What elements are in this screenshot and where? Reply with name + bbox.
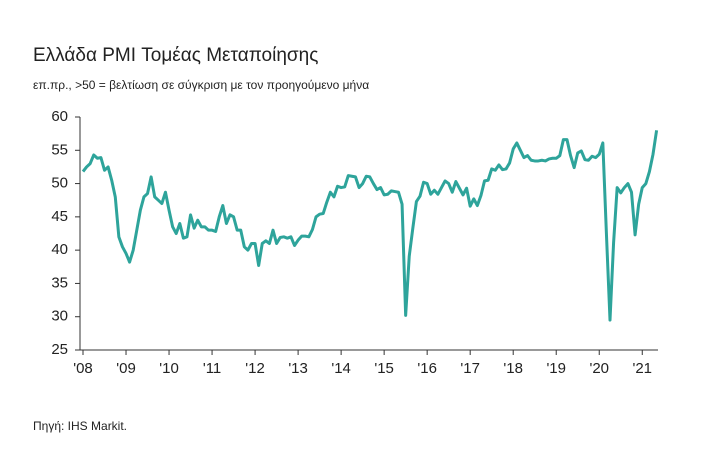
x-tick-label: '09 — [116, 360, 136, 377]
x-tick-label: '12 — [245, 360, 265, 377]
x-tick-label: '15 — [374, 360, 394, 377]
y-tick-label: 25 — [51, 341, 68, 358]
y-tick-label: 40 — [51, 241, 68, 258]
x-tick-label: '08 — [73, 360, 93, 377]
x-tick-label: '11 — [203, 360, 221, 377]
x-tick-label: '19 — [546, 360, 566, 377]
y-tick-label: 55 — [51, 141, 68, 158]
x-tick-label: '20 — [589, 360, 609, 377]
x-tick-label: '18 — [503, 360, 523, 377]
chart-title: Ελλάδα PMI Τομέας Μεταποίησης — [33, 45, 318, 66]
x-tick-label: '17 — [460, 360, 480, 377]
pmi-line — [81, 130, 659, 322]
x-tick-label: '16 — [417, 360, 437, 377]
y-tick-label: 45 — [51, 208, 68, 225]
x-tick-label: '10 — [159, 360, 179, 377]
source-note: Πηγή: IHS Markit. — [33, 419, 127, 433]
chart-subtitle: επ.πρ., >50 = βελτίωση σε σύγκριση με το… — [33, 78, 369, 92]
y-tick-label: 50 — [51, 175, 68, 192]
x-tick-label: '13 — [288, 360, 308, 377]
x-tick-label: '14 — [331, 360, 351, 377]
y-tick-label: 30 — [51, 308, 68, 325]
y-tick-label: 35 — [51, 274, 68, 291]
x-tick-label: '21 — [632, 360, 652, 377]
y-tick-label: 60 — [51, 108, 68, 125]
